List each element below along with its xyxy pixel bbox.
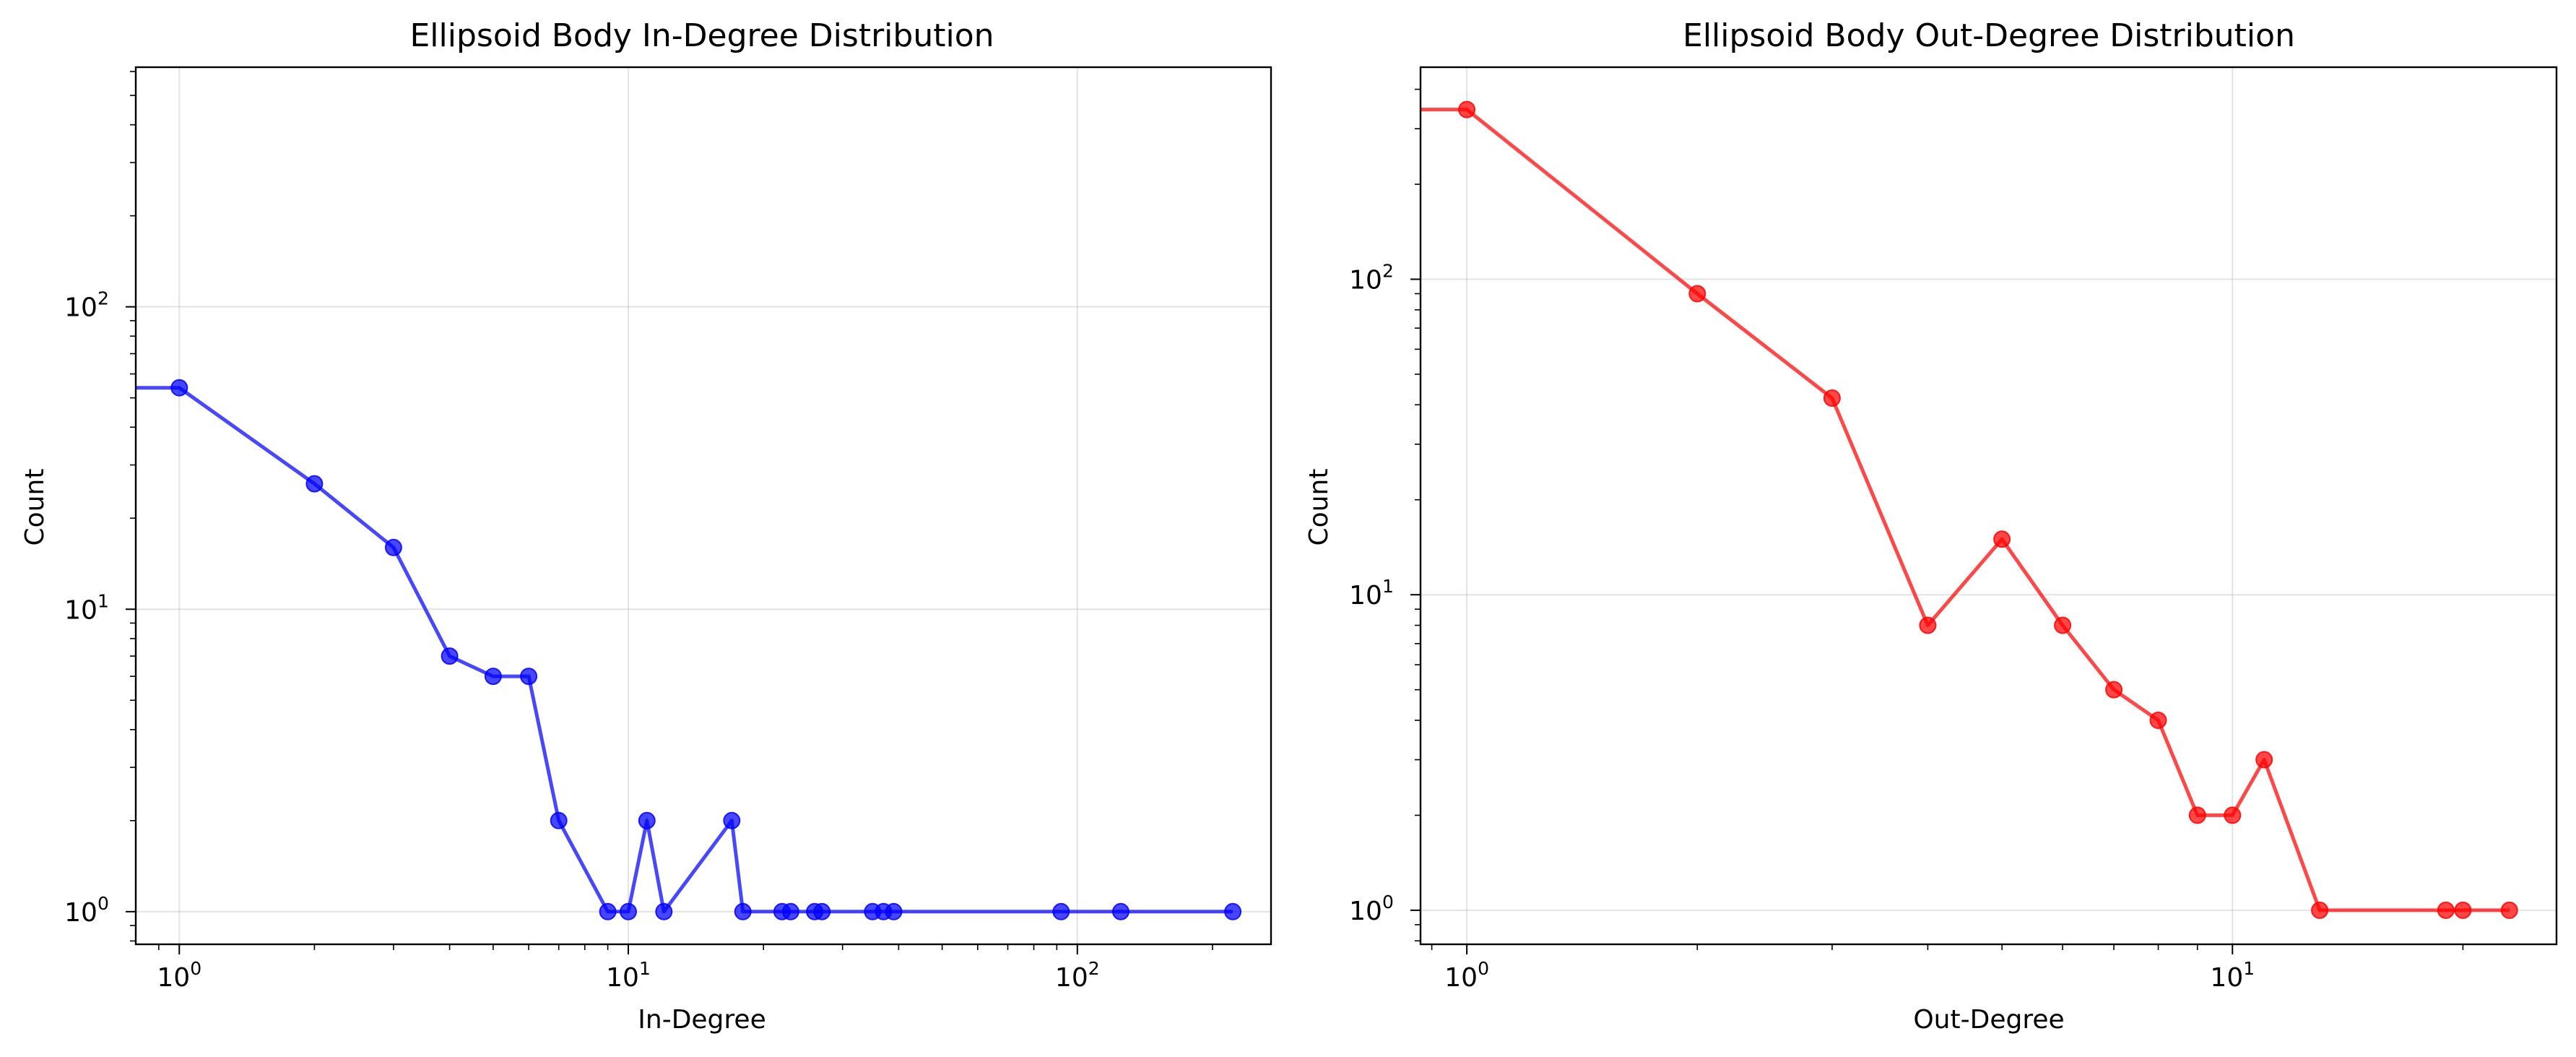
- y-tick-label: 101: [64, 590, 109, 625]
- data-point: [1458, 100, 1476, 118]
- data-point: [2054, 616, 2072, 634]
- data-point: [599, 902, 617, 920]
- grid: [1421, 67, 2557, 944]
- data-point: [723, 811, 741, 829]
- data-point: [484, 668, 502, 686]
- data-point: [1688, 285, 1707, 303]
- data-point: [734, 902, 752, 920]
- data-point: [2105, 681, 2123, 699]
- x-axis-label: In-Degree: [638, 1005, 766, 1035]
- series-line: [1421, 108, 2510, 913]
- out-degree-chart: Ellipsoid Body Out-Degree Distribution O…: [1304, 17, 2558, 1035]
- data-point: [2454, 901, 2472, 919]
- y-tick-label: 101: [1349, 576, 1394, 611]
- data-point: [1112, 902, 1129, 920]
- minor-ticks: [1415, 88, 2464, 950]
- data-point: [2188, 806, 2206, 824]
- y-tick-label: 102: [1349, 260, 1394, 295]
- x-tick-label: 100: [1444, 958, 1489, 993]
- minor-ticks: [130, 71, 1213, 950]
- axes-frame: [134, 66, 1272, 946]
- y-tick-label: 102: [64, 288, 109, 323]
- data-point: [2255, 751, 2273, 769]
- data-point: [813, 902, 831, 920]
- data-series: [136, 379, 1242, 920]
- y-axis-label: Count: [20, 469, 50, 546]
- x-tick-label: 101: [2210, 958, 2255, 993]
- data-point: [2149, 712, 2167, 729]
- data-point: [655, 902, 673, 920]
- data-point: [1224, 902, 1242, 920]
- data-point: [2500, 901, 2518, 919]
- data-point: [2224, 806, 2242, 824]
- data-point: [620, 902, 637, 920]
- y-tick-label: 100: [64, 893, 109, 928]
- data-point: [441, 647, 459, 665]
- axes-frame: [1419, 66, 2558, 946]
- chart-title: Ellipsoid Body In-Degree Distribution: [409, 17, 994, 54]
- data-point: [885, 902, 903, 920]
- data-point: [2311, 901, 2329, 919]
- data-point: [1993, 530, 2011, 548]
- data-point: [305, 475, 324, 493]
- data-point: [520, 668, 538, 686]
- x-axis-label: Out-Degree: [1913, 1005, 2064, 1035]
- data-series: [1421, 100, 2518, 919]
- data-point: [2437, 901, 2455, 919]
- grid: [136, 67, 1271, 944]
- data-point: [1823, 389, 1841, 407]
- data-point: [384, 538, 402, 556]
- x-tick-label: 101: [606, 958, 651, 993]
- in-degree-chart: Ellipsoid Body In-Degree Distribution In…: [20, 17, 1272, 1035]
- data-point: [170, 379, 188, 397]
- y-axis-label: Count: [1304, 469, 1334, 546]
- y-tick-label: 100: [1349, 892, 1394, 926]
- data-point: [1052, 902, 1070, 920]
- data-point: [550, 811, 568, 829]
- data-point: [781, 902, 799, 920]
- x-tick-label: 102: [1055, 958, 1100, 993]
- x-tick-label: 100: [157, 958, 201, 993]
- data-point: [638, 811, 656, 829]
- series-line: [136, 386, 1233, 914]
- data-point: [1919, 616, 1937, 634]
- chart-title: Ellipsoid Body Out-Degree Distribution: [1683, 17, 2295, 54]
